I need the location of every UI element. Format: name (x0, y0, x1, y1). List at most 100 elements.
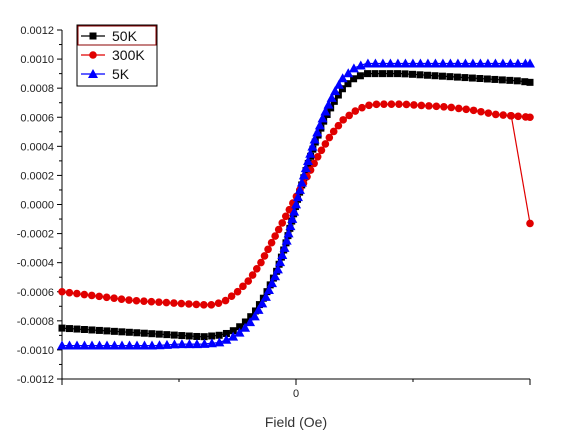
series-layer (57, 58, 535, 350)
data-point (491, 110, 500, 119)
data-point (236, 323, 244, 331)
data-point (178, 332, 186, 340)
data-point (95, 292, 104, 301)
data-point (305, 148, 316, 158)
data-point (291, 199, 302, 209)
data-point (274, 225, 283, 234)
data-point (312, 127, 323, 137)
data-point (483, 75, 491, 83)
data-point (452, 58, 463, 68)
data-point (526, 113, 534, 122)
data-point (154, 340, 165, 350)
data-point (358, 103, 366, 112)
data-point (329, 127, 338, 136)
data-point (440, 103, 448, 111)
data-point (170, 299, 178, 307)
data-point (57, 340, 67, 350)
data-point (468, 74, 476, 82)
legend-item: 300K (81, 47, 145, 63)
y-tick-label: 0.0008 (20, 83, 54, 95)
y-tick-label: 0.0002 (20, 170, 54, 182)
data-point (283, 228, 294, 238)
data-point (377, 58, 388, 68)
series-line (510, 115, 531, 224)
y-tick-label: 0.0006 (20, 112, 54, 124)
data-point (267, 278, 278, 288)
data-point (323, 99, 334, 109)
data-point (147, 297, 156, 306)
data-point (365, 101, 373, 110)
data-point (193, 332, 201, 340)
data-point (355, 60, 366, 70)
data-point (207, 301, 216, 309)
x-axis-title: Field (Oe) (265, 414, 327, 430)
data-point (240, 322, 251, 332)
data-point (395, 100, 403, 108)
data-point (285, 205, 294, 214)
data-point (387, 100, 396, 108)
data-point (446, 73, 454, 81)
data-point (476, 75, 484, 83)
data-point (385, 58, 396, 68)
y-tick-label: -0.0008 (17, 316, 54, 328)
data-point (263, 284, 274, 294)
data-point (345, 111, 353, 120)
data-point (94, 340, 105, 350)
y-tick-label: 0.0010 (20, 54, 54, 66)
data-point (155, 298, 163, 306)
data-point (467, 58, 478, 68)
data-point (425, 102, 433, 110)
data-point (475, 58, 486, 68)
data-point (124, 340, 135, 350)
data-point (445, 58, 456, 68)
data-point (88, 326, 96, 334)
data-point (402, 100, 411, 109)
data-point (307, 141, 318, 151)
data-point (423, 71, 431, 79)
data-point (117, 340, 127, 350)
data-point (125, 296, 133, 304)
data-point (271, 232, 279, 240)
data-point (525, 58, 535, 68)
data-point (437, 58, 448, 68)
data-point (140, 297, 148, 306)
data-point (162, 298, 171, 307)
data-point (228, 331, 239, 341)
data-point (351, 107, 360, 115)
data-point (163, 331, 171, 339)
data-point (214, 299, 223, 307)
data-point (521, 78, 529, 86)
data-point (147, 340, 157, 350)
data-point (177, 299, 186, 308)
data-point (292, 192, 303, 202)
y-tick-label: 0.0000 (20, 200, 54, 212)
data-point (170, 331, 178, 339)
data-point (432, 102, 441, 111)
data-point (102, 340, 112, 350)
data-point (192, 300, 201, 309)
data-point (80, 290, 89, 299)
data-point (512, 58, 523, 68)
data-point (386, 70, 394, 78)
data-point (278, 219, 287, 227)
data-point (410, 101, 418, 109)
data-point (296, 177, 307, 187)
data-point (460, 58, 471, 68)
data-point (139, 340, 150, 350)
data-point (422, 58, 433, 68)
data-point (409, 70, 417, 78)
data-point (87, 340, 97, 350)
data-point (110, 327, 118, 335)
legend-label: 300K (112, 47, 145, 63)
data-point (227, 292, 236, 300)
data-point (364, 70, 372, 78)
data-point (244, 277, 253, 285)
data-point (245, 317, 256, 327)
data-point (148, 330, 156, 338)
data-point (430, 58, 441, 68)
data-point (87, 291, 96, 300)
data-point (275, 257, 286, 267)
data-point (417, 101, 426, 110)
data-point (222, 329, 230, 337)
data-point (343, 68, 354, 78)
